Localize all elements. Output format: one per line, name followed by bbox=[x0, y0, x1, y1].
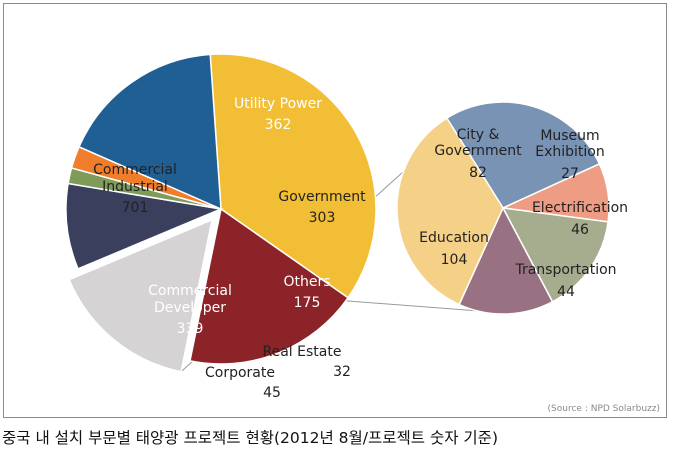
label-utility-power: Utility Power bbox=[234, 96, 322, 112]
label-commercial-developer: Commercial Developer bbox=[148, 283, 232, 316]
slice-government bbox=[68, 218, 214, 373]
chart-frame: Commercial Industrial 701 Utility Power 362 G… bbox=[3, 3, 667, 418]
sub-slice-transportation bbox=[458, 206, 554, 315]
sub-slice-city-and-government bbox=[445, 101, 601, 209]
sub-label-transportation: Transportation bbox=[514, 262, 616, 278]
label-others: Others bbox=[283, 274, 330, 290]
chart-svg: Commercial Industrial 701 Utility Power 362 G… bbox=[65, 53, 660, 414]
sub-value-city-and-government: 82 bbox=[469, 165, 487, 181]
slice-labels: Commercial Industrial 701 Utility Power 362 G… bbox=[93, 96, 628, 401]
value-government: 303 bbox=[309, 210, 336, 226]
slice-others bbox=[65, 182, 224, 270]
sub-label-education: Education bbox=[419, 230, 489, 246]
slice-utility-power bbox=[189, 207, 350, 365]
slice-commercial-developer bbox=[78, 53, 222, 211]
slice-commercial-industrial bbox=[209, 53, 377, 299]
sub-slice-education bbox=[396, 117, 504, 306]
value-commercial-developer: 339 bbox=[177, 321, 204, 337]
label-real-estate: Real Estate bbox=[263, 344, 342, 360]
sub-value-museum-exhibition: 27 bbox=[561, 166, 579, 182]
label-corporate: Corporate bbox=[205, 365, 275, 381]
sub-label-electrification: Electrification bbox=[532, 200, 628, 216]
sub-slice-electrification bbox=[501, 207, 609, 303]
value-real-estate: 32 bbox=[333, 364, 351, 380]
sub-value-transportation: 44 bbox=[557, 284, 575, 300]
sub-label-city-and-government: City & Government bbox=[434, 127, 522, 159]
value-corporate: 45 bbox=[263, 385, 281, 401]
value-others: 175 bbox=[294, 295, 321, 311]
sub-pie bbox=[396, 101, 610, 315]
figure-caption: 중국 내 설치 부문별 태양광 프로젝트 현황(2012년 8월/프로젝트 숫자… bbox=[2, 429, 498, 447]
sub-label-museum-exhibition: Museum Exhibition bbox=[535, 128, 605, 160]
source-note: (Source : NPD Solarbuzz) bbox=[548, 404, 660, 414]
sub-value-education: 104 bbox=[441, 252, 468, 268]
value-utility-power: 362 bbox=[265, 117, 292, 133]
main-pie bbox=[65, 53, 377, 373]
sub-value-electrification: 46 bbox=[571, 222, 589, 238]
value-commercial-industrial: 701 bbox=[122, 200, 149, 216]
label-commercial-industrial: Commercial Industrial bbox=[93, 162, 177, 195]
label-government: Government bbox=[278, 189, 366, 205]
